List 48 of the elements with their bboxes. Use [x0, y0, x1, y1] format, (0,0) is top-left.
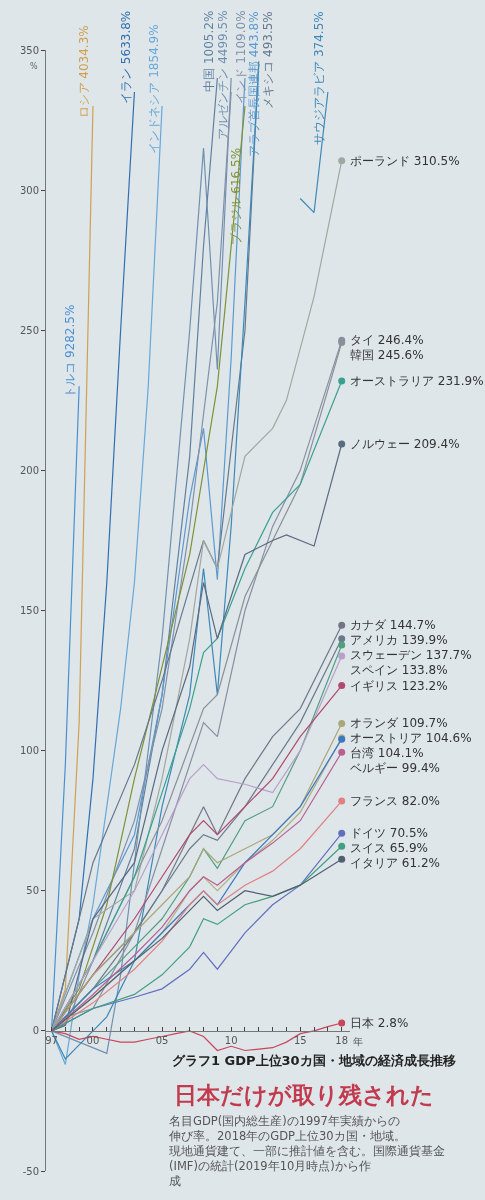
x-tick-label: 00 [86, 1034, 100, 1046]
text: スウェーデン 137.7% [350, 648, 472, 662]
text: 韓国 245.6% [350, 348, 424, 362]
text: オーストラリア 231.9% [350, 374, 484, 388]
text: スイス 65.9% [350, 841, 428, 855]
x-tick-label: 15 [293, 1034, 307, 1046]
text: 日本だけが取り残された [174, 1082, 434, 1108]
y-tick-label: 300 [19, 184, 39, 196]
y-tick-label: 200 [19, 464, 39, 476]
x-tick-label: 18 [335, 1034, 349, 1046]
text: 日本 2.8% [350, 1016, 409, 1030]
y-tick-label: 100 [19, 745, 39, 757]
text: アラブ首長国連邦 443.8% [246, 11, 261, 157]
annotation: 名目GDP(国内総生産)の1997年実績からの伸び率。2018年のGDP上位30カ国・地域。現地通貨建て、一部に推計値を含む。国際通貨基金(IMF)の統計(2019年10月時点)から作成 [168, 1114, 445, 1188]
text: タイ 246.4% [350, 333, 424, 347]
text: ベルギー 99.4% [350, 761, 440, 775]
text: 中国 1005.2% [201, 10, 216, 92]
text: スペイン 133.8% [350, 663, 448, 677]
text: 台湾 104.1% [350, 746, 424, 760]
text: グラフ1 GDP上位30カ国・地域の経済成長推移 [172, 1053, 456, 1069]
text: ポーランド 310.5% [350, 154, 460, 168]
text: カナダ 144.7% [350, 618, 436, 632]
y-tick-label: 50 [26, 885, 39, 897]
text: インドネシア 1854.9% [146, 24, 161, 154]
text: イタリア 61.2% [350, 856, 440, 870]
text: ノルウェー 209.4% [350, 437, 460, 451]
text: インド 1109.0% [233, 10, 248, 104]
text: アルゼンチン 4499.5% [215, 10, 230, 140]
text: イギリス 123.2% [350, 679, 448, 693]
text: メキシコ 493.5% [260, 11, 275, 109]
y-tick-label: 150 [19, 605, 39, 616]
text: アメリカ 139.9% [350, 633, 448, 647]
text: ブラジル 616.5% [229, 147, 244, 246]
x-axis-title: 年 [353, 1036, 363, 1047]
text: ドイツ 70.5% [350, 826, 428, 840]
y-tick-label: 250 [19, 324, 39, 336]
text: ロシア 4034.3% [77, 25, 92, 119]
text: イラン 5633.8% [118, 10, 133, 104]
y-tick-label: 350 [19, 44, 39, 56]
text: オーストリア 104.6% [350, 731, 472, 745]
y-tick-label: 0 [32, 1025, 39, 1037]
y-axis-title: % [30, 62, 38, 71]
x-tick-label: 10 [224, 1034, 238, 1046]
text: オランダ 109.7% [350, 716, 448, 730]
text: フランス 82.0% [350, 794, 440, 808]
x-tick-label: 05 [155, 1034, 169, 1046]
y-tick-label: -50 [22, 1165, 39, 1177]
text: トルコ 9282.5% [63, 304, 78, 398]
